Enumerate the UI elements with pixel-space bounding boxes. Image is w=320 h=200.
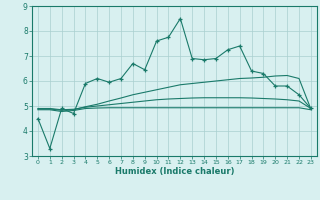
X-axis label: Humidex (Indice chaleur): Humidex (Indice chaleur) [115,167,234,176]
